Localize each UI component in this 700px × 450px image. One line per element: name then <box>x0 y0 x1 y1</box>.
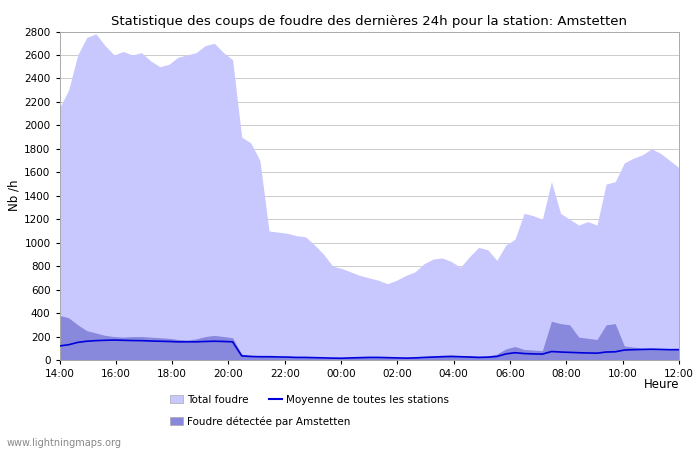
Text: Heure: Heure <box>643 378 679 391</box>
Text: www.lightningmaps.org: www.lightningmaps.org <box>7 438 122 448</box>
Legend: Foudre détectée par Amstetten: Foudre détectée par Amstetten <box>170 416 350 427</box>
Title: Statistique des coups de foudre des dernières 24h pour la station: Amstetten: Statistique des coups de foudre des dern… <box>111 14 627 27</box>
Y-axis label: Nb /h: Nb /h <box>7 180 20 211</box>
